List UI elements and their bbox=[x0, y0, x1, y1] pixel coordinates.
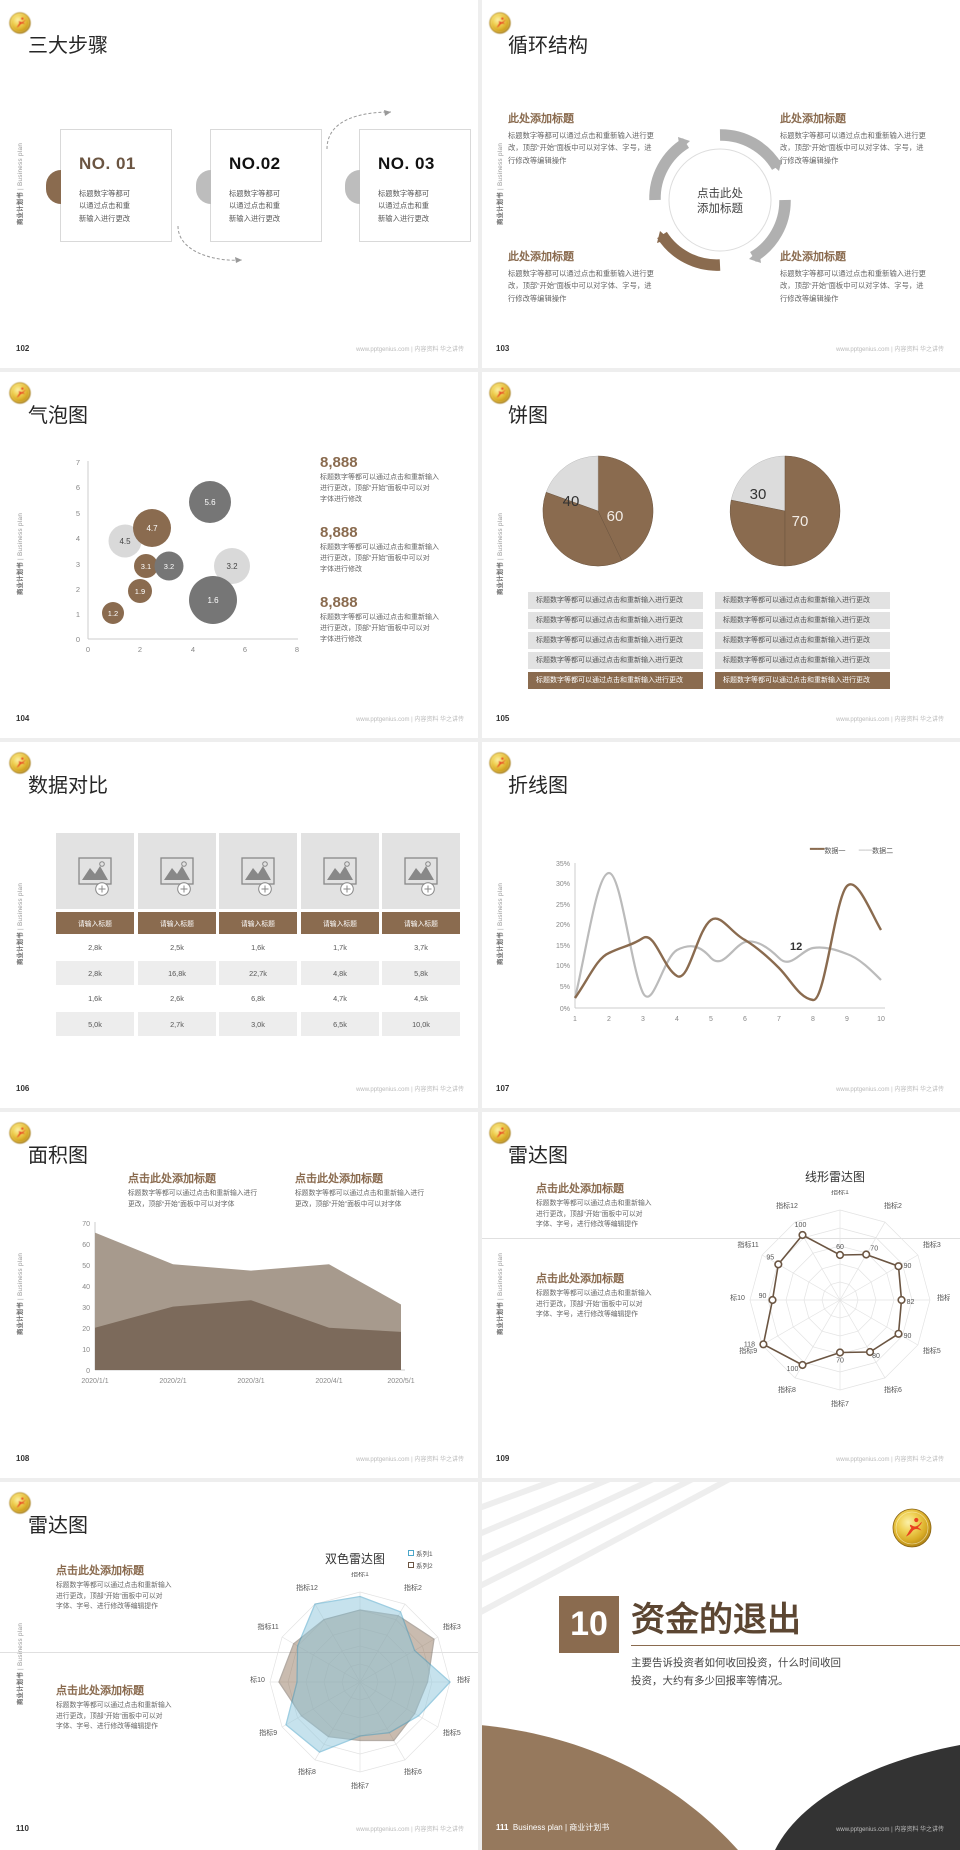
svg-text:15%: 15% bbox=[556, 943, 570, 950]
svg-text:指标7: 指标7 bbox=[831, 1399, 849, 1408]
svg-text:90: 90 bbox=[904, 1333, 912, 1340]
svg-text:指标1: 指标1 bbox=[831, 1190, 849, 1196]
svg-text:70: 70 bbox=[870, 1246, 878, 1253]
svg-text:0: 0 bbox=[86, 1368, 90, 1375]
svg-text:添加标题: 添加标题 bbox=[697, 201, 743, 215]
svg-text:9: 9 bbox=[845, 1016, 849, 1023]
svg-text:3: 3 bbox=[641, 1016, 645, 1023]
svg-text:7: 7 bbox=[777, 1016, 781, 1023]
svg-text:4: 4 bbox=[675, 1016, 679, 1023]
svg-text:60: 60 bbox=[607, 508, 624, 525]
svg-text:60: 60 bbox=[836, 1244, 844, 1251]
svg-text:10: 10 bbox=[877, 1016, 885, 1023]
svg-text:82: 82 bbox=[907, 1299, 915, 1306]
svg-text:2020/5/1: 2020/5/1 bbox=[387, 1378, 414, 1385]
svg-text:2: 2 bbox=[76, 585, 80, 594]
svg-text:20%: 20% bbox=[556, 922, 570, 929]
svg-text:2: 2 bbox=[138, 645, 142, 654]
svg-text:30%: 30% bbox=[556, 881, 570, 888]
svg-text:100: 100 bbox=[787, 1366, 799, 1373]
svg-text:6: 6 bbox=[743, 1016, 747, 1023]
svg-text:20: 20 bbox=[82, 1326, 90, 1333]
svg-text:70: 70 bbox=[82, 1221, 90, 1228]
svg-text:指标7: 指标7 bbox=[351, 1781, 369, 1790]
svg-text:指标11: 指标11 bbox=[258, 1622, 279, 1631]
svg-text:0: 0 bbox=[76, 635, 80, 644]
svg-text:12: 12 bbox=[790, 941, 802, 953]
svg-text:30: 30 bbox=[750, 486, 767, 503]
svg-text:25%: 25% bbox=[556, 902, 570, 909]
svg-text:60: 60 bbox=[82, 1242, 90, 1249]
svg-text:90: 90 bbox=[759, 1293, 767, 1300]
svg-text:指标5: 指标5 bbox=[443, 1728, 461, 1737]
svg-text:0%: 0% bbox=[560, 1006, 570, 1013]
svg-text:7: 7 bbox=[76, 458, 80, 467]
svg-text:2020/4/1: 2020/4/1 bbox=[315, 1378, 342, 1385]
svg-text:4: 4 bbox=[76, 534, 80, 543]
svg-text:指标6: 指标6 bbox=[884, 1385, 902, 1394]
svg-text:95: 95 bbox=[766, 1254, 774, 1261]
svg-text:40: 40 bbox=[82, 1284, 90, 1291]
svg-text:10: 10 bbox=[82, 1347, 90, 1354]
svg-text:指标4: 指标4 bbox=[457, 1675, 470, 1684]
svg-text:1.2: 1.2 bbox=[108, 609, 118, 618]
svg-text:4.5: 4.5 bbox=[119, 537, 131, 546]
svg-text:5.6: 5.6 bbox=[204, 498, 216, 507]
svg-text:指标11: 指标11 bbox=[738, 1240, 759, 1249]
svg-text:5: 5 bbox=[76, 509, 80, 518]
svg-text:35%: 35% bbox=[556, 861, 570, 868]
svg-text:指标12: 指标12 bbox=[296, 1583, 318, 1592]
svg-text:指标3: 指标3 bbox=[923, 1240, 941, 1249]
svg-text:3.2: 3.2 bbox=[226, 562, 238, 571]
svg-text:6: 6 bbox=[76, 483, 80, 492]
svg-text:50: 50 bbox=[82, 1263, 90, 1270]
svg-text:4.7: 4.7 bbox=[146, 524, 158, 533]
svg-text:3: 3 bbox=[76, 560, 80, 569]
svg-text:4: 4 bbox=[191, 645, 195, 654]
svg-text:30: 30 bbox=[82, 1305, 90, 1312]
svg-text:指标12: 指标12 bbox=[776, 1201, 798, 1210]
svg-text:点击此处: 点击此处 bbox=[697, 187, 743, 200]
svg-text:指标6: 指标6 bbox=[404, 1767, 422, 1776]
svg-text:指标2: 指标2 bbox=[884, 1201, 902, 1210]
svg-text:指标10: 指标10 bbox=[250, 1675, 265, 1684]
svg-text:3.2: 3.2 bbox=[164, 562, 174, 571]
svg-text:3.1: 3.1 bbox=[141, 562, 151, 571]
svg-text:2020/3/1: 2020/3/1 bbox=[237, 1378, 264, 1385]
svg-text:指标1: 指标1 bbox=[351, 1572, 369, 1578]
svg-text:指标4: 指标4 bbox=[937, 1293, 950, 1302]
svg-text:1.9: 1.9 bbox=[135, 587, 145, 596]
svg-text:40: 40 bbox=[563, 493, 580, 510]
svg-text:1: 1 bbox=[76, 610, 80, 619]
svg-text:90: 90 bbox=[904, 1263, 912, 1270]
svg-text:5: 5 bbox=[709, 1016, 713, 1023]
svg-text:80: 80 bbox=[872, 1353, 880, 1360]
svg-text:指标9: 指标9 bbox=[259, 1728, 277, 1737]
svg-text:2020/1/1: 2020/1/1 bbox=[81, 1378, 108, 1385]
svg-text:指标8: 指标8 bbox=[298, 1767, 316, 1776]
svg-text:100: 100 bbox=[795, 1222, 807, 1229]
svg-text:70: 70 bbox=[836, 1358, 844, 1365]
svg-text:指标8: 指标8 bbox=[778, 1385, 796, 1394]
svg-text:指标5: 指标5 bbox=[923, 1346, 941, 1355]
svg-text:6: 6 bbox=[243, 645, 247, 654]
svg-text:2: 2 bbox=[607, 1016, 611, 1023]
svg-text:8: 8 bbox=[811, 1016, 815, 1023]
svg-text:2020/2/1: 2020/2/1 bbox=[159, 1378, 186, 1385]
svg-text:1.6: 1.6 bbox=[207, 596, 219, 605]
svg-text:指标2: 指标2 bbox=[404, 1583, 422, 1592]
svg-text:指标3: 指标3 bbox=[443, 1622, 461, 1631]
svg-text:8: 8 bbox=[295, 645, 299, 654]
svg-text:1: 1 bbox=[573, 1016, 577, 1023]
svg-text:70: 70 bbox=[792, 513, 809, 530]
svg-text:指标10: 指标10 bbox=[730, 1293, 745, 1302]
svg-text:10%: 10% bbox=[556, 963, 570, 970]
svg-text:0: 0 bbox=[86, 645, 90, 654]
svg-text:5%: 5% bbox=[560, 984, 570, 991]
svg-text:指标9: 指标9 bbox=[739, 1346, 757, 1355]
